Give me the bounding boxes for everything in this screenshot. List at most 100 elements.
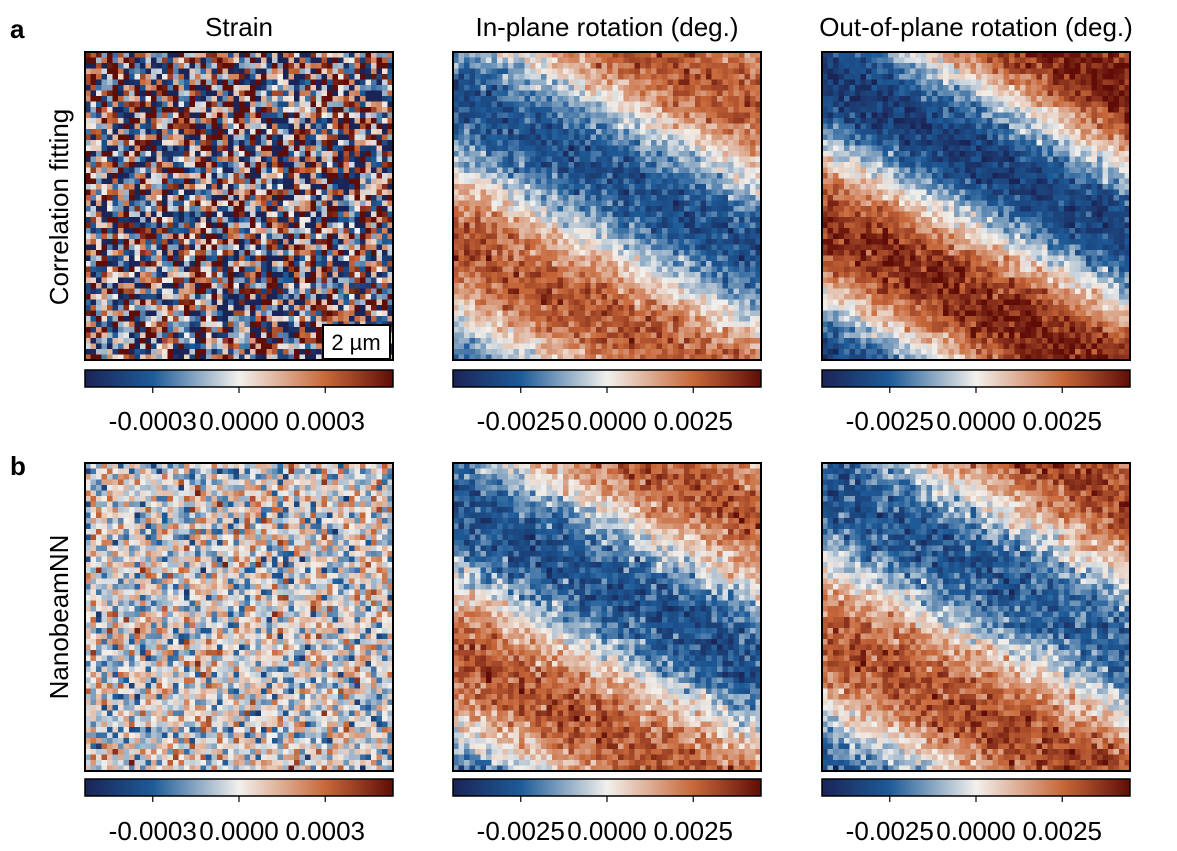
pixel — [712, 91, 718, 97]
pixel — [470, 157, 476, 163]
pixel — [278, 344, 284, 350]
pixel — [283, 333, 289, 339]
pixel — [124, 80, 130, 86]
pixel — [591, 80, 597, 86]
pixel — [140, 344, 146, 350]
pixel — [267, 118, 273, 124]
pixel — [190, 250, 196, 256]
pixel — [300, 234, 306, 240]
pixel — [596, 107, 602, 113]
pixel — [591, 201, 597, 207]
pixel — [322, 294, 328, 300]
pixel — [195, 118, 201, 124]
pixel — [701, 212, 707, 218]
pixel — [206, 190, 212, 196]
pixel — [618, 184, 624, 190]
pixel — [618, 190, 624, 196]
pixel — [305, 118, 311, 124]
pixel — [245, 129, 251, 135]
pixel — [261, 146, 267, 152]
pixel — [245, 344, 251, 350]
pixel — [371, 195, 377, 201]
pixel — [613, 184, 619, 190]
pixel — [294, 201, 300, 207]
pixel — [338, 272, 344, 278]
pixel — [723, 217, 729, 223]
pixel — [629, 195, 635, 201]
pixel — [234, 228, 240, 234]
pixel — [118, 157, 124, 163]
pixel — [300, 256, 306, 262]
pixel — [124, 140, 130, 146]
pixel — [135, 349, 141, 355]
pixel — [300, 96, 306, 102]
pixel — [377, 162, 383, 168]
pixel — [261, 107, 267, 113]
pixel — [327, 267, 333, 273]
pixel — [371, 184, 377, 190]
pixel — [245, 151, 251, 157]
pixel — [239, 261, 245, 267]
pixel — [607, 146, 613, 152]
pixel — [316, 151, 322, 157]
pixel — [256, 85, 262, 91]
pixel — [519, 223, 525, 229]
pixel — [690, 173, 696, 179]
pixel — [327, 184, 333, 190]
pixel — [525, 157, 531, 163]
pixel — [283, 107, 289, 113]
pixel — [91, 168, 97, 174]
pixel — [212, 113, 218, 119]
pixel — [316, 146, 322, 152]
pixel — [206, 256, 212, 262]
pixel — [547, 151, 553, 157]
pixel — [618, 157, 624, 163]
pixel — [492, 91, 498, 97]
pixel — [140, 184, 146, 190]
pixel — [366, 113, 372, 119]
pixel — [459, 129, 465, 135]
pixel — [91, 201, 97, 207]
pixel — [294, 305, 300, 311]
pixel — [629, 102, 635, 108]
pixel — [107, 58, 113, 64]
pixel — [278, 223, 284, 229]
pixel — [344, 157, 350, 163]
pixel — [223, 256, 229, 262]
pixel — [157, 322, 163, 328]
pixel — [217, 162, 223, 168]
pixel — [569, 184, 575, 190]
pixel — [272, 140, 278, 146]
pixel — [651, 201, 657, 207]
pixel — [470, 195, 476, 201]
pixel — [113, 228, 119, 234]
pixel — [344, 69, 350, 75]
pixel — [162, 300, 168, 306]
pixel — [261, 201, 267, 207]
pixel — [256, 283, 262, 289]
pixel — [107, 118, 113, 124]
pixel — [541, 157, 547, 163]
pixel — [102, 278, 108, 284]
pixel — [267, 146, 273, 152]
pixel — [624, 58, 630, 64]
pixel — [311, 69, 317, 75]
pixel — [190, 206, 196, 212]
pixel — [690, 190, 696, 196]
pixel — [355, 135, 361, 141]
pixel — [96, 228, 102, 234]
pixel — [750, 140, 756, 146]
pixel — [184, 344, 190, 350]
pixel — [355, 239, 361, 245]
pixel — [311, 63, 317, 69]
pixel — [316, 179, 322, 185]
pixel — [267, 228, 273, 234]
pixel — [481, 58, 487, 64]
pixel — [146, 63, 152, 69]
pixel — [552, 168, 558, 174]
pixel — [283, 146, 289, 152]
pixel — [239, 250, 245, 256]
pixel — [300, 278, 306, 284]
pixel — [234, 245, 240, 251]
pixel — [206, 327, 212, 333]
